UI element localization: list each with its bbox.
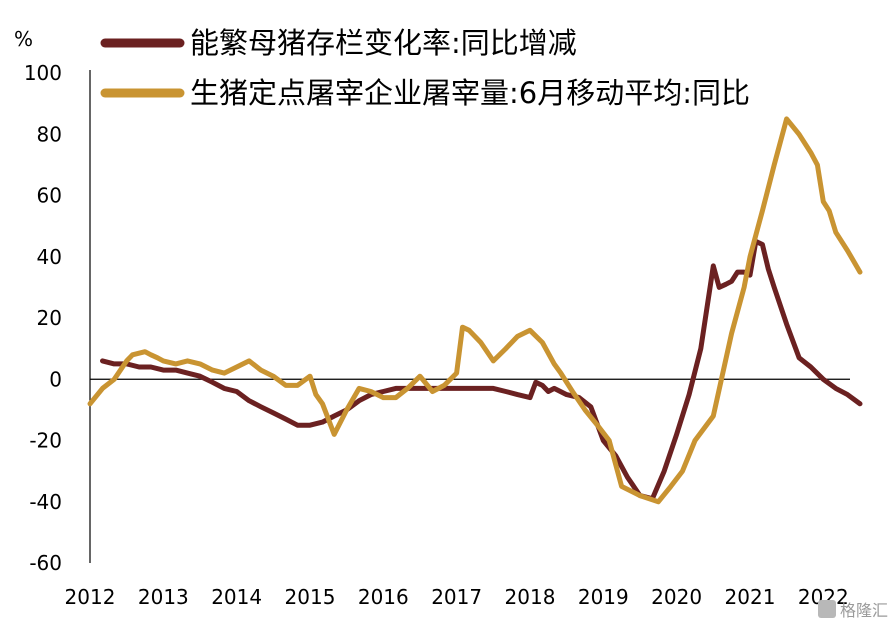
- y-tick-label: -40: [29, 490, 62, 514]
- y-tick-label: 100: [24, 61, 62, 85]
- x-tick-label: 2012: [65, 585, 116, 609]
- x-tick-label: 2016: [358, 585, 409, 609]
- watermark-logo-icon: [818, 600, 836, 618]
- x-tick-label: 2013: [138, 585, 189, 609]
- y-tick-label: -20: [29, 429, 62, 453]
- watermark: 格隆汇: [818, 600, 888, 620]
- plot-area: [87, 116, 863, 505]
- x-tick-label: 2017: [431, 585, 482, 609]
- legend-label-2: 生猪定点屠宰企业屠宰量:6月移动平均:同比: [190, 76, 750, 110]
- y-tick-label: 0: [49, 367, 62, 391]
- x-tick-label: 2021: [725, 585, 776, 609]
- x-tick-label: 2020: [651, 585, 702, 609]
- y-tick-label: 80: [37, 122, 62, 146]
- y-tick-label: 40: [37, 245, 62, 269]
- y-tick-label: 60: [37, 184, 62, 208]
- y-tick-label: -60: [29, 551, 62, 575]
- x-tick-label: 2019: [578, 585, 629, 609]
- legend-label-1: 能繁母猪存栏变化率:同比增减: [190, 26, 577, 60]
- x-tick-label: 2015: [285, 585, 336, 609]
- x-tick-label: 2014: [211, 585, 262, 609]
- watermark-text: 格隆汇: [840, 601, 888, 620]
- y-tick-label: 20: [37, 306, 62, 330]
- y-axis-unit-label: %: [14, 27, 33, 51]
- series-line-2: [87, 116, 863, 505]
- x-tick-label: 2018: [505, 585, 556, 609]
